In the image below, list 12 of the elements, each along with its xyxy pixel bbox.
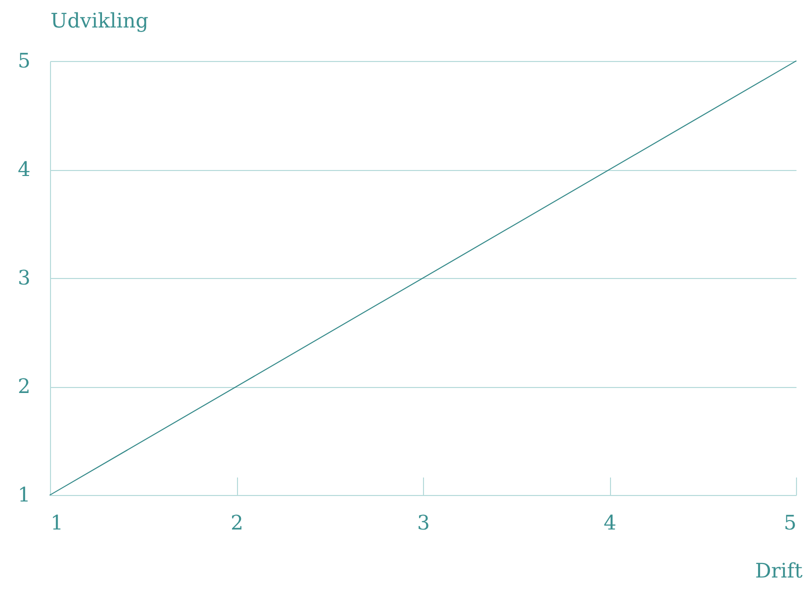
y-tick-label: 3: [18, 266, 30, 290]
x-tick-label: 5: [784, 510, 796, 534]
x-tick-label: 1: [50, 510, 64, 534]
x-tick-label: 3: [417, 510, 430, 534]
x-tick-label: 4: [604, 510, 616, 534]
x-axis-title: Drift: [755, 558, 802, 582]
y-tick-label: 1: [18, 482, 30, 506]
y-tick-label: 4: [18, 157, 30, 181]
y-tick-label: 5: [18, 48, 30, 72]
y-tick-label: 2: [18, 374, 30, 398]
x-tick-label: 2: [230, 510, 244, 534]
y-axis-title: Udvikling: [50, 8, 149, 32]
